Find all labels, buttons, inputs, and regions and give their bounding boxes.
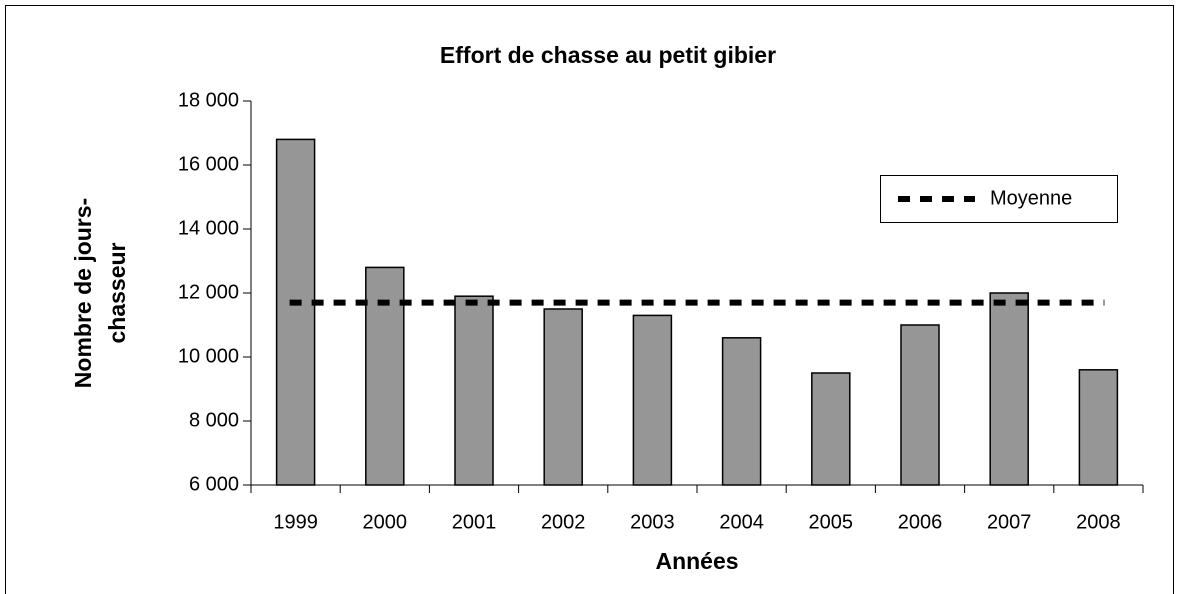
y-tick-label: 10 000 [178,345,239,367]
bar [632,314,673,486]
x-tick-label: 2003 [630,511,675,533]
bar [811,372,851,486]
y-axis-label-line: Nombre de jours- [70,198,96,388]
chart-frame [5,5,1174,594]
bar [454,295,494,486]
y-axis-label-line: chasseur [104,242,130,343]
x-tick-label: 2005 [809,511,854,533]
legend-label: Moyenne [990,187,1072,209]
y-tick-label: 8 000 [189,409,239,431]
bar [900,324,940,486]
y-tick-label: 6 000 [189,473,239,495]
y-tick-label: 16 000 [178,153,239,175]
y-axis-label: Nombre de jours- chasseur [70,198,130,388]
chart-title: Effort de chasse au petit gibier [440,42,776,68]
x-tick-label: 2006 [898,511,943,533]
y-tick-label: 12 000 [178,281,239,303]
y-tick-label: 14 000 [178,217,239,239]
x-tick-label: 2008 [1076,511,1121,533]
x-axis-label: Années [655,548,738,574]
bar [543,308,583,486]
bar [989,292,1029,486]
x-tick-label: 2007 [987,511,1032,533]
bar [275,138,316,486]
bar [1078,369,1119,486]
x-tick-label: 2001 [452,511,497,533]
x-tick-label: 2000 [363,511,408,533]
x-tick-label: 2004 [719,511,764,533]
y-tick-label: 18 000 [178,89,239,111]
bar [721,337,762,486]
x-tick-label: 1999 [273,511,318,533]
x-tick-label: 2002 [541,511,586,533]
